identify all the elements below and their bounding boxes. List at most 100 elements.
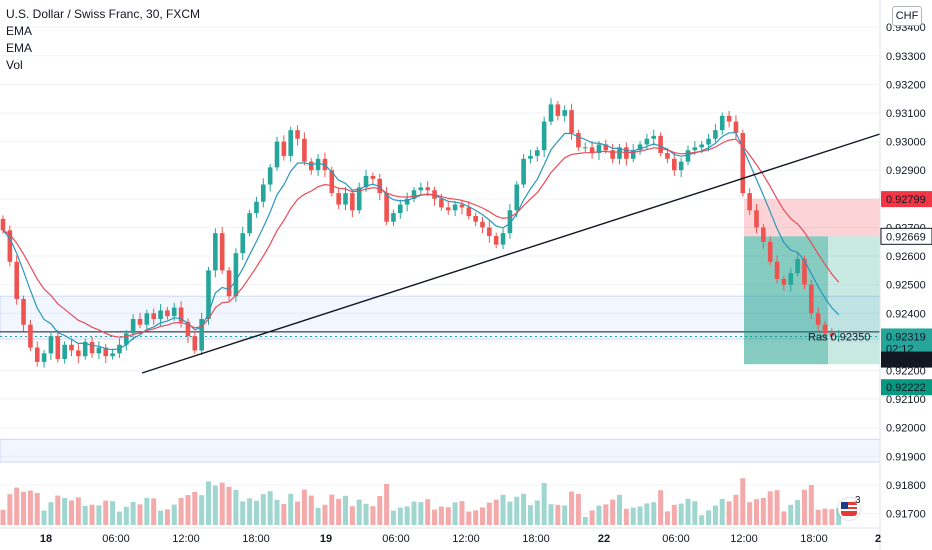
candle-body[interactable] [151, 313, 156, 319]
candle-body[interactable] [254, 201, 259, 214]
price-label-entry[interactable] [880, 227, 932, 245]
candle-body[interactable] [802, 258, 807, 285]
candle-body[interactable] [384, 193, 389, 222]
price-label-target[interactable] [881, 379, 932, 396]
candle-body[interactable] [411, 190, 417, 199]
candle-body[interactable] [528, 155, 533, 159]
candle-body[interactable] [713, 130, 718, 139]
candle-body[interactable] [459, 204, 465, 208]
trend-line[interactable] [141, 133, 881, 374]
candle-body[interactable] [219, 233, 225, 271]
symbol-title[interactable]: U.S. Dollar / Swiss Franc, 30, FXCM [6, 7, 201, 21]
candle-body[interactable] [473, 216, 478, 222]
indicator-ema-1[interactable]: EMA [6, 24, 33, 38]
candle-body[interactable] [774, 261, 780, 279]
candle-body[interactable] [644, 138, 650, 145]
candle-body[interactable] [480, 221, 485, 228]
candle-body[interactable] [740, 133, 746, 194]
indicator-ema-2[interactable]: EMA [6, 41, 33, 55]
candle-body[interactable] [781, 278, 787, 285]
candle-body[interactable] [418, 187, 424, 191]
candle-body[interactable] [493, 236, 499, 245]
candle-body[interactable] [391, 213, 396, 222]
candle-body[interactable] [0, 218, 6, 231]
candle-body[interactable] [637, 144, 643, 151]
candle-body[interactable] [754, 210, 759, 228]
candle-body[interactable] [240, 233, 246, 254]
candle-body[interactable] [809, 284, 814, 314]
candle-body[interactable] [28, 324, 33, 348]
candle-body[interactable] [267, 167, 273, 185]
candle-body[interactable] [329, 170, 335, 194]
candle-body[interactable] [500, 233, 506, 245]
candle-body[interactable] [281, 141, 287, 156]
events-flag-icon[interactable]: 3 [838, 495, 861, 520]
candle-body[interactable] [144, 313, 150, 325]
candle-body[interactable] [55, 336, 61, 360]
candle-body[interactable] [199, 319, 204, 351]
candle-body[interactable] [62, 344, 67, 360]
candle-body[interactable] [617, 147, 622, 159]
candle-body[interactable] [404, 198, 410, 205]
candle-body[interactable] [658, 135, 663, 154]
candle-body[interactable] [589, 147, 595, 154]
candle-body[interactable] [699, 144, 704, 148]
candle-body[interactable] [795, 258, 800, 274]
candle-body[interactable] [822, 324, 828, 334]
candle-body[interactable] [692, 147, 698, 151]
candle-body[interactable] [630, 150, 636, 159]
candle-body[interactable] [82, 341, 88, 357]
candle-body[interactable] [343, 193, 348, 205]
candle-body[interactable] [610, 150, 615, 159]
candle-body[interactable] [178, 307, 184, 322]
candle-body[interactable] [350, 193, 355, 211]
candle-body[interactable] [836, 336, 841, 338]
candle-body[interactable] [678, 161, 684, 171]
candle-body[interactable] [137, 319, 143, 325]
candle-body[interactable] [295, 130, 300, 139]
stop-loss-zone[interactable] [744, 198, 880, 237]
candle-body[interactable] [7, 230, 13, 262]
candle-body[interactable] [185, 321, 191, 337]
ema-slow-line[interactable] [2, 138, 840, 338]
candle-body[interactable] [336, 193, 341, 205]
candle-body[interactable] [514, 184, 520, 211]
candle-body[interactable] [288, 130, 293, 156]
candle-body[interactable] [555, 104, 561, 116]
candle-body[interactable] [315, 158, 321, 171]
candle-body[interactable] [103, 347, 109, 357]
candle-body[interactable] [767, 241, 773, 262]
candle-body[interactable] [425, 187, 430, 191]
candle-body[interactable] [603, 144, 609, 151]
price-label-stop[interactable] [881, 191, 932, 208]
candle-body[interactable] [206, 270, 211, 319]
candle-body[interactable] [233, 253, 239, 297]
candle-body[interactable] [213, 233, 218, 271]
candle-body[interactable] [829, 333, 835, 337]
candle-body[interactable] [124, 333, 129, 345]
candle-body[interactable] [69, 344, 74, 351]
candle-body[interactable] [665, 153, 670, 159]
candle-body[interactable] [363, 175, 369, 188]
candle-body[interactable] [596, 144, 602, 154]
candle-body[interactable] [171, 307, 177, 317]
candle-body[interactable] [487, 227, 492, 237]
candle-body[interactable] [165, 310, 170, 317]
candle-body[interactable] [733, 121, 739, 134]
candle-body[interactable] [398, 204, 403, 214]
candle-body[interactable] [576, 133, 581, 148]
candle-body[interactable] [466, 207, 472, 216]
candle-body[interactable] [726, 115, 732, 122]
candle-body[interactable] [274, 141, 280, 168]
candle-body[interactable] [302, 138, 307, 162]
candle-body[interactable] [651, 135, 657, 139]
candle-body[interactable] [685, 150, 691, 162]
candle-body[interactable] [569, 110, 574, 134]
candle-body[interactable] [76, 350, 81, 357]
indicator-volume[interactable]: Vol [6, 58, 23, 72]
candle-body[interactable] [706, 138, 711, 145]
candle-body[interactable] [130, 319, 136, 334]
candle-body[interactable] [439, 198, 444, 208]
candle-body[interactable] [34, 347, 40, 362]
